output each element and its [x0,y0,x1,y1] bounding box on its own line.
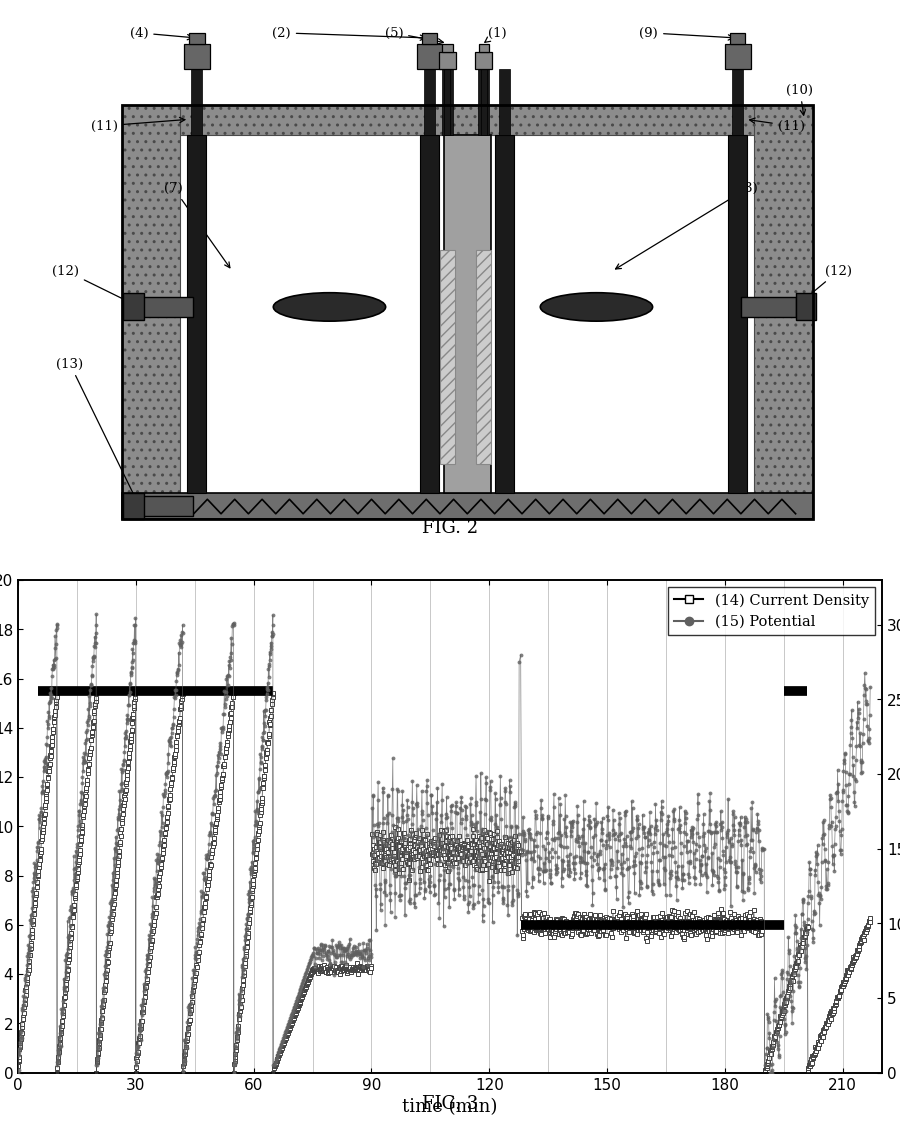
Text: (12): (12) [798,265,852,305]
Bar [445,66,450,136]
Bar [439,52,456,70]
Bar [475,52,492,70]
Line: (14) Current Density: (14) Current Density [16,689,872,1075]
(14) Current Density [189,979,200,993]
(14) Current Density [246,897,256,911]
Ellipse shape [274,293,385,322]
Text: (5): (5) [384,26,444,44]
Bar [754,105,813,519]
Text: (9): (9) [639,26,734,40]
Text: FIG. 2: FIG. 2 [422,519,478,537]
Bar [442,44,453,52]
(15) Potential [91,608,102,622]
(14) Current Density [595,916,606,930]
Bar [796,293,816,321]
Bar [732,70,743,136]
(15) Potential [848,769,859,783]
Bar [139,496,194,516]
(15) Potential [155,835,166,849]
(15) Potential [13,1066,23,1079]
(15) Potential [800,940,811,954]
(14) Current Density [865,912,876,925]
Bar [439,250,455,464]
Text: (4): (4) [130,26,193,40]
Bar [495,136,515,493]
Bar [742,298,796,317]
Text: (1): (1) [485,26,507,42]
Bar [139,298,194,317]
Legend: (14) Current Density, (15) Potential: (14) Current Density, (15) Potential [668,588,875,634]
Bar [189,33,204,44]
(14) Current Density [484,826,495,840]
X-axis label: time (min): time (min) [402,1098,498,1116]
Bar [724,44,751,70]
Bar [444,136,491,493]
Text: (7): (7) [164,181,230,268]
(15) Potential [375,904,386,917]
(14) Current Density [91,685,102,698]
(14) Current Density [214,790,225,803]
Text: (13): (13) [57,357,138,502]
Bar [422,33,437,44]
Bar [187,136,206,493]
Text: FIG. 3: FIG. 3 [422,1094,478,1112]
(14) Current Density [51,1066,62,1079]
Text: (10): (10) [787,83,814,115]
(14) Current Density [137,1014,148,1028]
Bar [123,493,144,519]
Bar [424,70,436,136]
Text: (12): (12) [52,265,136,306]
Bar [184,44,210,70]
Bar [122,105,180,519]
(15) Potential [464,889,475,903]
Line: (15) Potential: (15) Potential [16,613,872,1075]
Text: (3): (3) [616,181,758,269]
Bar [728,136,747,493]
(15) Potential [865,680,876,694]
Bar [500,70,510,136]
Bar [476,250,491,464]
Text: (11): (11) [91,118,184,132]
Bar [478,70,490,136]
Bar [122,493,813,519]
Bar [122,105,813,519]
Ellipse shape [540,293,652,322]
Bar [479,44,489,52]
Bar [417,44,443,70]
(14) Current Density [13,1059,23,1073]
(15) Potential [500,796,511,810]
Bar [122,105,813,136]
Text: (2): (2) [272,26,426,41]
Bar [180,136,754,493]
Bar [730,33,745,44]
Bar [123,293,144,321]
Bar [442,70,453,136]
Bar [481,66,487,136]
Text: (11): (11) [750,119,805,132]
Bar [191,70,202,136]
Bar [420,136,439,493]
